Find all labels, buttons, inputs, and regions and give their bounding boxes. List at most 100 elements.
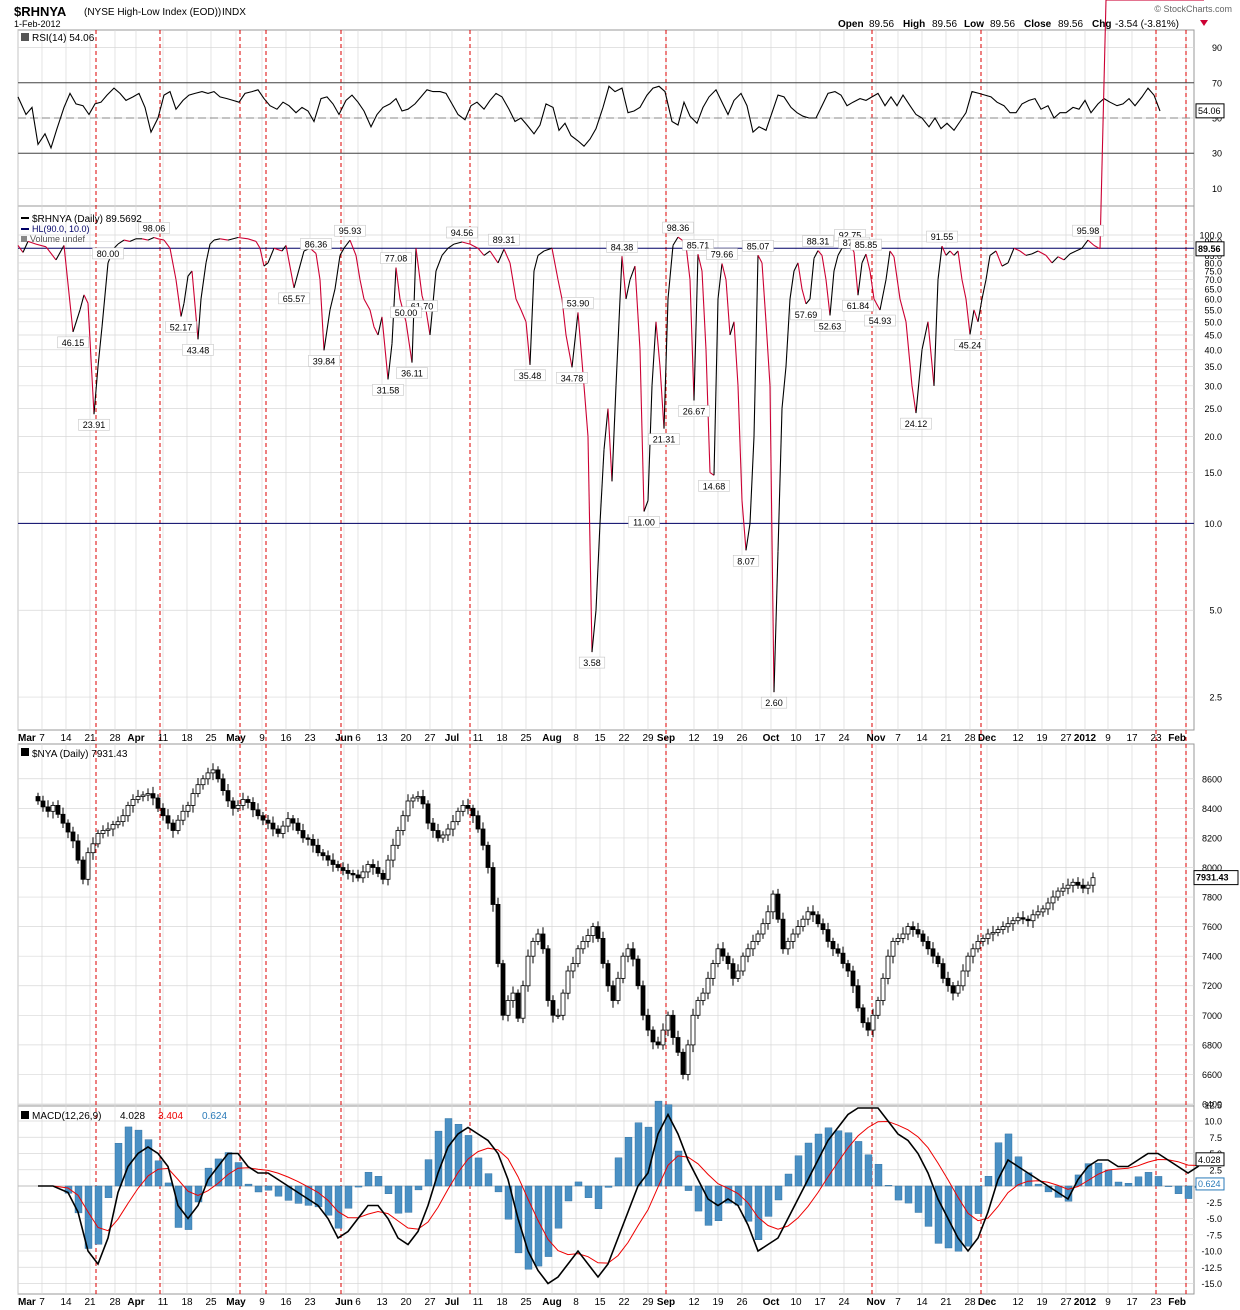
hl-data-label-box xyxy=(706,248,738,260)
candle-down xyxy=(515,992,521,1019)
candle-up xyxy=(905,926,911,935)
macd-histogram-bar xyxy=(984,1175,993,1187)
candle-down xyxy=(220,778,226,791)
candle-up xyxy=(560,992,566,1016)
candle-down xyxy=(150,793,156,799)
macd-histogram-bar xyxy=(114,1142,123,1187)
macd-histogram-bar xyxy=(1144,1172,1153,1187)
x-tick-label: 29 xyxy=(642,1297,654,1308)
candle-down xyxy=(670,1014,676,1038)
hl-segment-down xyxy=(141,238,149,241)
candle-down xyxy=(375,867,381,874)
candle-up xyxy=(590,926,596,936)
hl-segment-down xyxy=(1057,256,1065,261)
candle-up xyxy=(960,970,966,987)
exchange-label: INDX xyxy=(222,7,246,18)
legend-swatch-price xyxy=(21,748,29,756)
x-tick-label: Sep xyxy=(657,733,675,744)
hl-segment-up xyxy=(1081,239,1089,249)
candle-up xyxy=(620,955,626,979)
x-tick-label: 20 xyxy=(400,733,412,744)
candle-down xyxy=(815,914,821,925)
candle-up xyxy=(750,941,756,950)
candle-up xyxy=(1090,877,1096,886)
hl-segment-down xyxy=(949,250,955,256)
x-tick-label: Mar xyxy=(18,733,36,744)
x-tick-label: 27 xyxy=(1060,733,1072,744)
rsi-legend-text: RSI(14) 54.06 xyxy=(32,33,95,44)
candle-up xyxy=(50,805,56,812)
candle-up xyxy=(1085,884,1091,889)
macd-histogram-bar xyxy=(674,1150,683,1187)
price-tick-label: 7600 xyxy=(1202,922,1222,932)
macd-histogram-bar xyxy=(694,1185,703,1212)
watermark: © StockCharts.com xyxy=(1154,4,1232,14)
hl-data-label: 80.00 xyxy=(97,249,120,259)
candle-down xyxy=(940,963,946,979)
hl-data-label: 85.85 xyxy=(855,240,878,250)
x-tick-label: 21 xyxy=(84,733,96,744)
x-tick-label: 23 xyxy=(304,733,316,744)
hl-tick-label: 75.0 xyxy=(1204,267,1222,277)
x-tick-label: Sep xyxy=(657,1297,675,1308)
macd-histogram-bar xyxy=(794,1155,803,1187)
hl-segment-up xyxy=(781,366,787,409)
candle-up xyxy=(90,843,96,854)
hl-data-label: 26.67 xyxy=(683,407,706,417)
hl-segment-up xyxy=(981,279,987,300)
candle-down xyxy=(820,923,826,931)
hl-segment-down xyxy=(741,500,747,551)
ohlc-readout: Open 89.56 High 89.56 Low 89.56 Close 89… xyxy=(838,19,1208,30)
candle-down xyxy=(310,839,316,846)
hl-segment-up xyxy=(937,246,943,280)
x-tick-label: 17 xyxy=(814,733,826,744)
x-tick-label: 16 xyxy=(280,1297,292,1308)
x-tick-label: 12 xyxy=(688,1297,700,1308)
x-tick-label: 27 xyxy=(1060,1297,1072,1308)
candle-down xyxy=(425,803,431,824)
x-tick-label: 9 xyxy=(1105,733,1111,744)
macd-histogram-bar xyxy=(454,1123,463,1187)
hl-segment-down xyxy=(259,248,265,267)
hl-segment-up xyxy=(885,250,891,280)
hl-data-label-box xyxy=(138,222,170,234)
rsi-legend: RSI(14) 54.06 xyxy=(21,33,95,44)
hl-segment-up xyxy=(667,245,674,300)
macd-last-value: 4.028 xyxy=(1198,1155,1221,1165)
x-tick-label: 2012 xyxy=(1074,733,1097,744)
hl-segment-up xyxy=(323,309,331,351)
hl-segment-up xyxy=(1069,250,1077,255)
hl-segment-down xyxy=(1045,255,1053,264)
x-tick-label: Jun xyxy=(335,1297,353,1308)
x-tick-label: 26 xyxy=(736,733,748,744)
candle-down xyxy=(265,819,271,824)
candle-up xyxy=(755,933,761,942)
candle-down xyxy=(295,822,301,831)
hl-data-label: 89.31 xyxy=(493,235,516,245)
hl-segment-up xyxy=(1051,256,1059,264)
macd-histogram-bar xyxy=(854,1141,863,1187)
candle-up xyxy=(665,1014,671,1031)
candle-down xyxy=(1020,917,1026,920)
macd-histogram-bar xyxy=(614,1157,623,1187)
hl-segment-down xyxy=(169,248,177,280)
hl-segment-down xyxy=(381,316,389,380)
candle-up xyxy=(210,769,216,774)
hl-data-label-box xyxy=(760,696,788,709)
candle-down xyxy=(855,985,861,1009)
hl-segment-down xyxy=(123,239,131,242)
x-tick-label: 15 xyxy=(594,1297,606,1308)
candle-up xyxy=(895,938,901,942)
macd-tick-label: 12.5 xyxy=(1204,1100,1222,1110)
macd-histogram-bar xyxy=(924,1185,933,1227)
hl-segment-down xyxy=(163,239,171,249)
hl-data-label: 35.48 xyxy=(519,371,542,381)
macd-histogram-bar xyxy=(154,1160,163,1187)
candle-up xyxy=(690,1014,696,1046)
hl-tick-label: 25.0 xyxy=(1204,404,1222,414)
hl-segment-down xyxy=(315,253,321,280)
hl-segment-up xyxy=(693,254,699,401)
hl-segment-up xyxy=(180,303,185,317)
hl-data-label: 8.07 xyxy=(737,556,755,566)
candle-up xyxy=(980,938,986,942)
